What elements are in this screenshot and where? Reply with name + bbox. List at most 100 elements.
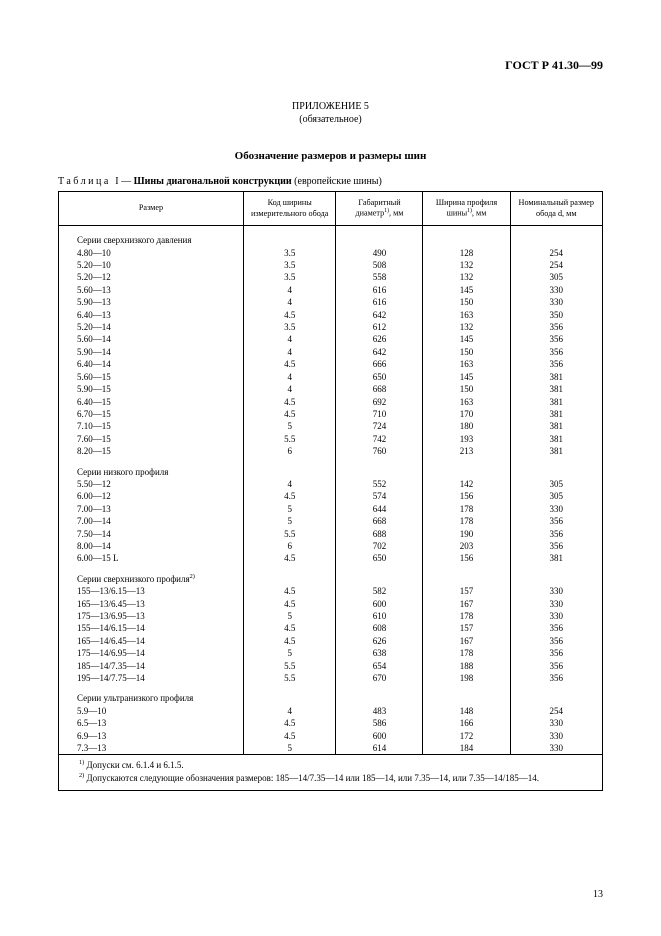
cell-size: 5.20—12	[59, 271, 244, 283]
section-title-cell: Серии ультранизкого профиля	[59, 684, 244, 704]
table-row: 5.60—154650145381	[59, 371, 603, 383]
cell-value: 4	[243, 296, 335, 308]
cell-value: 254	[510, 259, 603, 271]
cell-value: 4	[243, 284, 335, 296]
table-row: 6.70—154.5710170381	[59, 408, 603, 420]
cell-value: 724	[336, 420, 423, 432]
cell-value: 150	[423, 296, 510, 308]
cell-value: 558	[336, 271, 423, 283]
cell-value: 203	[423, 540, 510, 552]
cell-value: 4	[243, 478, 335, 490]
cell-value: 330	[510, 730, 603, 742]
cell-value: 170	[423, 408, 510, 420]
cell-size: 195—14/7.75—14	[59, 672, 244, 684]
cell-size: 165—14/6.45—14	[59, 635, 244, 647]
table-section-row: Серии сверхнизкого профиля2)	[59, 565, 603, 585]
tires-table: Размер Код ширины измерительного обода Г…	[58, 191, 603, 791]
table-row: 4.80—103.5490128254	[59, 247, 603, 259]
cell-value: 616	[336, 296, 423, 308]
cell-size: 6.9—13	[59, 730, 244, 742]
cell-value: 668	[336, 515, 423, 527]
cell-value: 381	[510, 552, 603, 564]
cell-value: 356	[510, 358, 603, 370]
table-section-row: Серии ультранизкого профиля	[59, 684, 603, 704]
table-row: 8.20—156760213381	[59, 445, 603, 457]
appendix-header: ПРИЛОЖЕНИЕ 5 (обязательное)	[58, 101, 603, 126]
footnote-1-sup: 1)	[79, 759, 84, 766]
cell-value: 508	[336, 259, 423, 271]
cell-value: 5	[243, 610, 335, 622]
table-row: 175—13/6.95—135610178330	[59, 610, 603, 622]
empty-cell	[510, 684, 603, 704]
cell-value: 330	[510, 585, 603, 597]
cell-value: 668	[336, 383, 423, 395]
cell-value: 5	[243, 742, 335, 755]
cell-value: 4.5	[243, 730, 335, 742]
cell-value: 626	[336, 635, 423, 647]
cell-value: 4.5	[243, 309, 335, 321]
table-row: 7.50—145.5688190356	[59, 528, 603, 540]
table-caption-word: Таблица	[58, 176, 113, 187]
table-row: 175—14/6.95—145638178356	[59, 647, 603, 659]
cell-value: 692	[336, 396, 423, 408]
cell-value: 644	[336, 503, 423, 515]
cell-value: 132	[423, 271, 510, 283]
empty-cell	[510, 565, 603, 585]
cell-value: 5.5	[243, 660, 335, 672]
cell-value: 305	[510, 490, 603, 502]
empty-cell	[423, 458, 510, 478]
col-header-rim-d: Номинальный размер обода d, мм	[510, 192, 603, 226]
cell-value: 178	[423, 647, 510, 659]
cell-size: 6.40—13	[59, 309, 244, 321]
cell-value: 4	[243, 371, 335, 383]
cell-value: 612	[336, 321, 423, 333]
table-row: 6.00—15 L4.5650156381	[59, 552, 603, 564]
section-title-cell: Серии сверхнизкого профиля2)	[59, 565, 244, 585]
cell-value: 3.5	[243, 259, 335, 271]
section-title: Обозначение размеров и размеры шин	[58, 150, 603, 162]
empty-cell	[510, 226, 603, 247]
cell-size: 5.90—15	[59, 383, 244, 395]
col-header-diameter: Габаритный диаметр1), мм	[336, 192, 423, 226]
table-row: 7.00—135644178330	[59, 503, 603, 515]
table-section-row: Серии низкого профиля	[59, 458, 603, 478]
cell-value: 616	[336, 284, 423, 296]
cell-value: 4.5	[243, 635, 335, 647]
section-title-sup: 2)	[190, 573, 195, 580]
document-id: ГОСТ Р 41.30—99	[58, 58, 603, 73]
cell-value: 156	[423, 490, 510, 502]
cell-value: 150	[423, 346, 510, 358]
cell-value: 5.5	[243, 672, 335, 684]
footnote-1-text: Допуски см. 6.1.4 и 6.1.5.	[87, 760, 184, 770]
cell-value: 178	[423, 515, 510, 527]
cell-value: 184	[423, 742, 510, 755]
cell-value: 356	[510, 346, 603, 358]
cell-size: 5.60—13	[59, 284, 244, 296]
cell-value: 381	[510, 383, 603, 395]
table-row: 6.5—134.5586166330	[59, 717, 603, 729]
table-row: 6.9—134.5600172330	[59, 730, 603, 742]
cell-value: 3.5	[243, 271, 335, 283]
cell-size: 7.3—13	[59, 742, 244, 755]
cell-value: 142	[423, 478, 510, 490]
cell-value: 5	[243, 515, 335, 527]
cell-value: 356	[510, 540, 603, 552]
cell-size: 6.5—13	[59, 717, 244, 729]
cell-value: 6	[243, 540, 335, 552]
col-header-diameter-b: , мм	[389, 209, 403, 218]
cell-size: 7.50—14	[59, 528, 244, 540]
cell-value: 4.5	[243, 408, 335, 420]
cell-value: 254	[510, 705, 603, 717]
cell-value: 4.5	[243, 490, 335, 502]
cell-size: 4.80—10	[59, 247, 244, 259]
cell-value: 330	[510, 717, 603, 729]
cell-value: 760	[336, 445, 423, 457]
cell-value: 4.5	[243, 552, 335, 564]
cell-value: 6	[243, 445, 335, 457]
section-title-cell: Серии сверхнизкого давления	[59, 226, 244, 247]
cell-value: 5	[243, 647, 335, 659]
cell-value: 350	[510, 309, 603, 321]
cell-value: 188	[423, 660, 510, 672]
cell-size: 5.9—10	[59, 705, 244, 717]
cell-value: 356	[510, 672, 603, 684]
